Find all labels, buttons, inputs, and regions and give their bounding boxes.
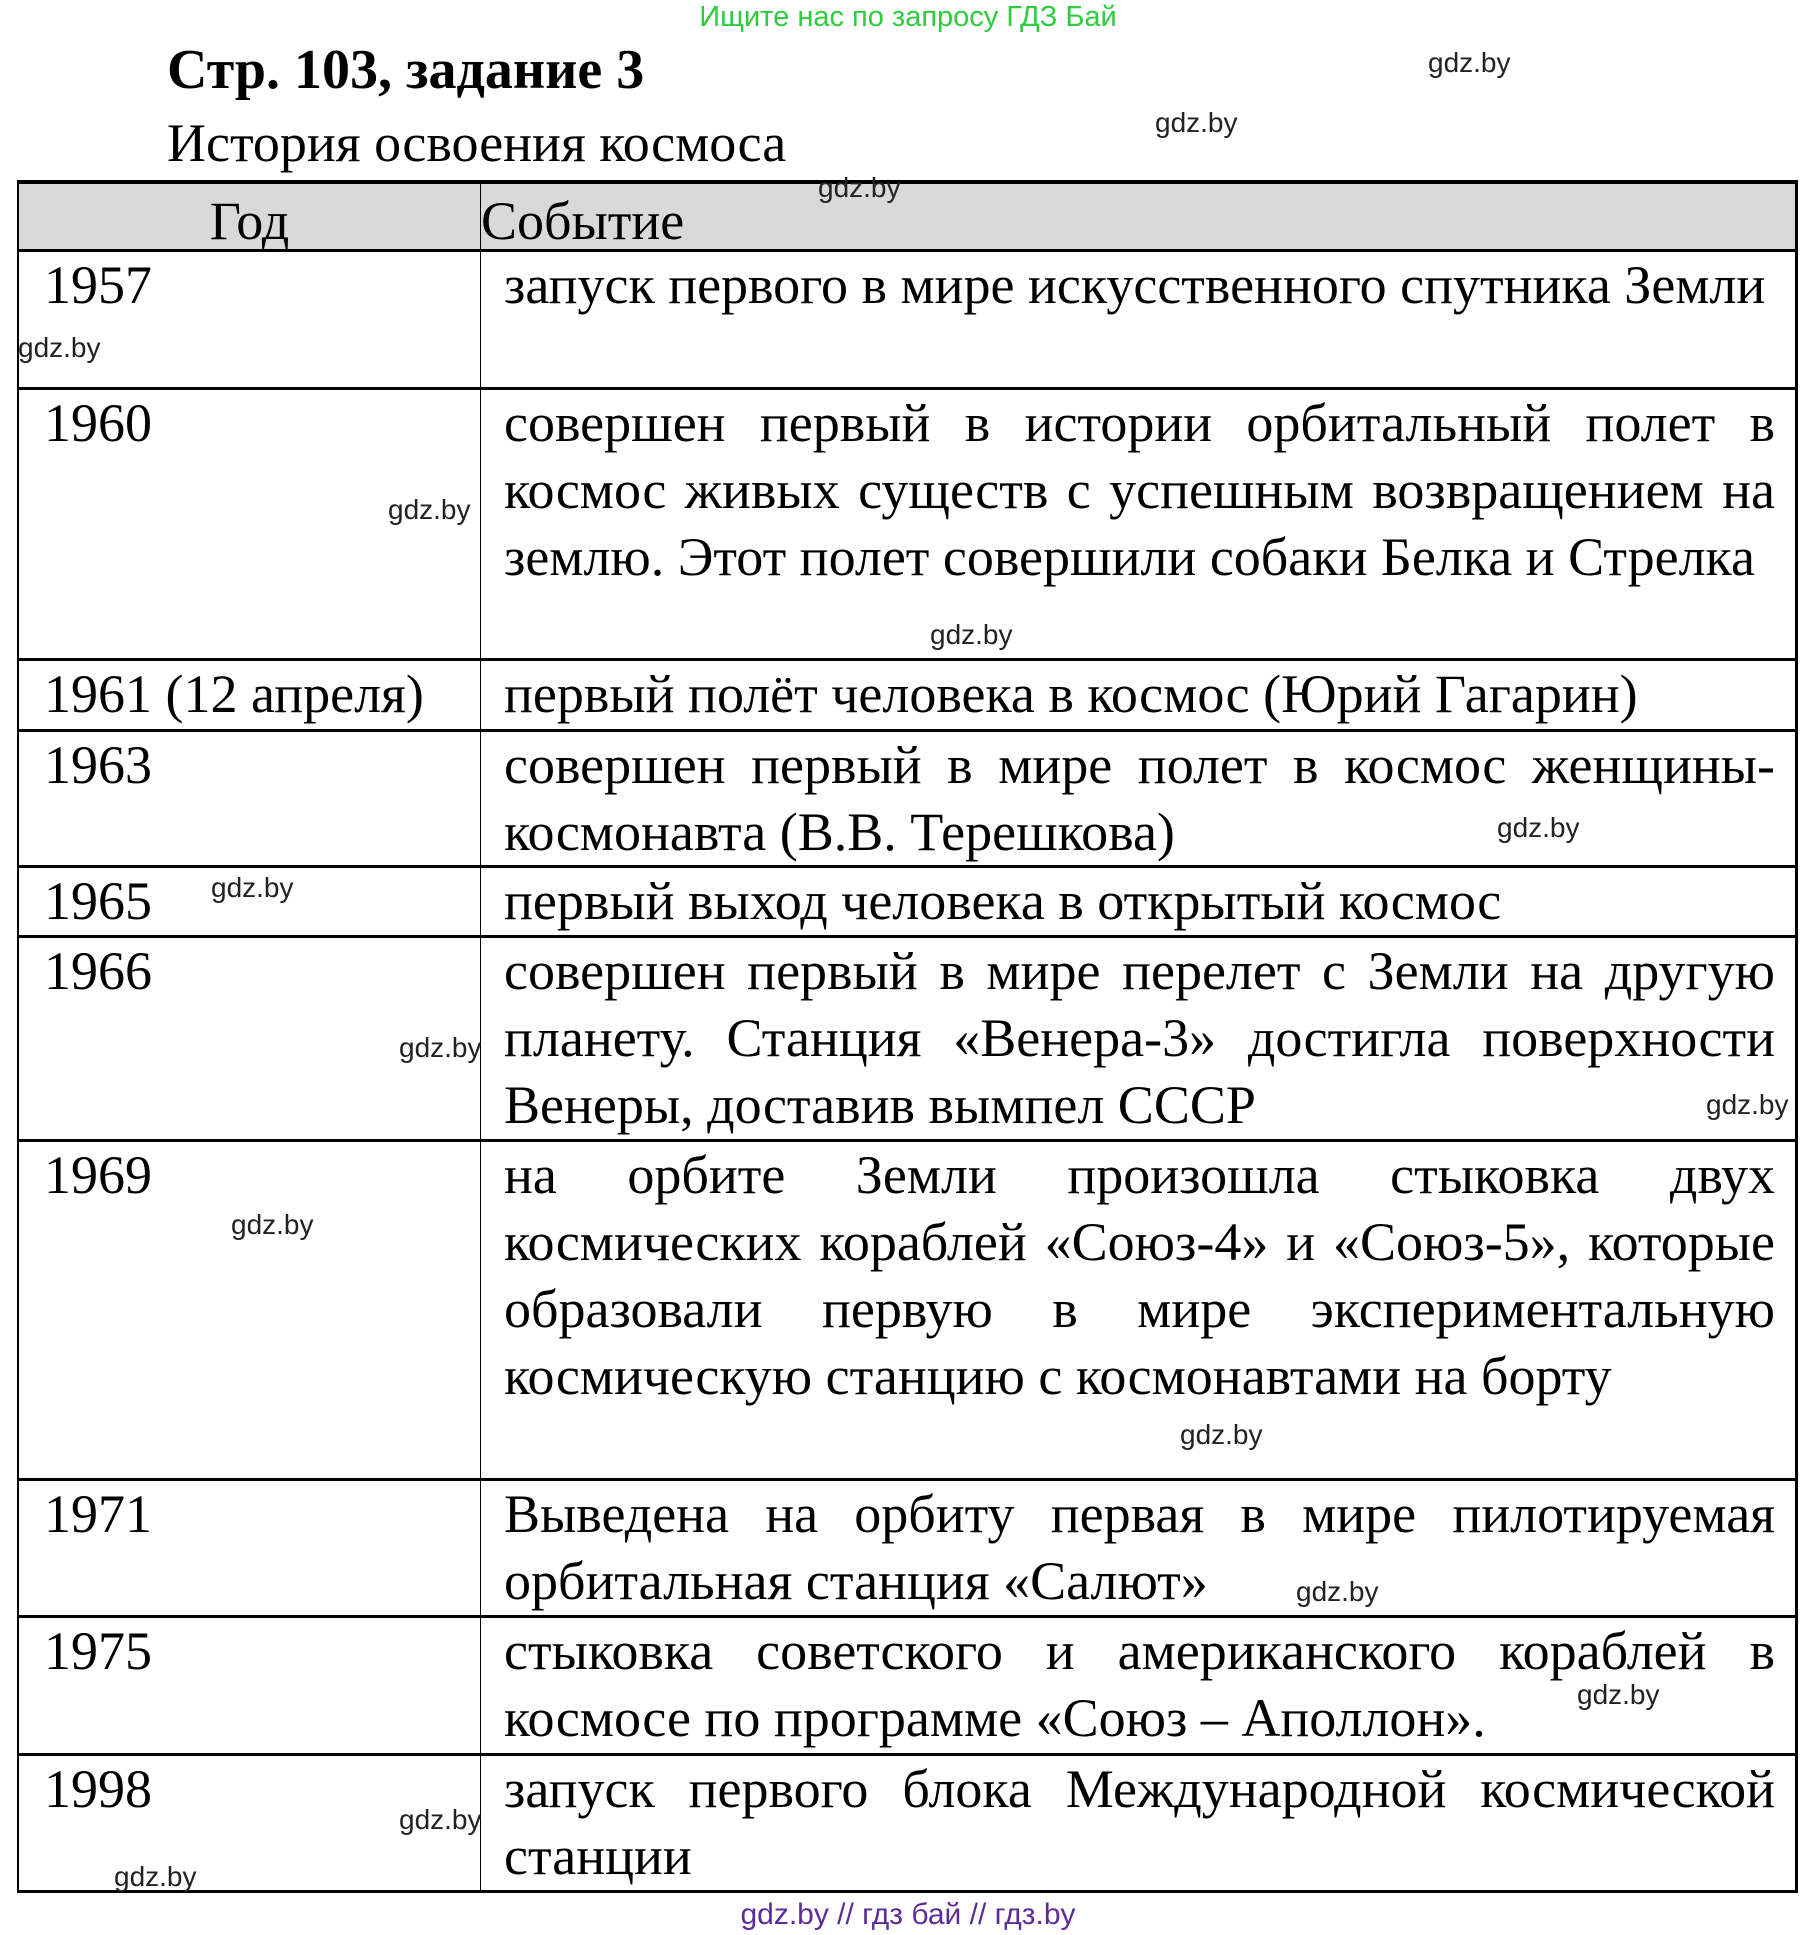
table-row: 1998 запуск первого блока Международной к… [19,1756,1795,1893]
table-row: 1960 совершен первый в истории орбитальны… [19,390,1795,661]
table-row: 1957 запуск первого в мире искусственного… [19,252,1795,390]
header-event: Событие [481,191,685,251]
watermark: gdz.by [1706,1089,1789,1120]
watermark: gdz.by [1497,812,1580,843]
year-cell: 1960 [19,390,481,658]
event-cell: совершен первый в мире перелет с Земли н… [504,941,1775,1135]
table-row: 1966 совершен первый в мире перелет с Зем… [19,938,1795,1142]
year-cell: 1961 (12 апреля) [19,661,481,729]
watermark: gdz.by [18,332,101,363]
watermark: gdz.by [818,172,901,203]
watermark: gdz.by [1577,1679,1660,1710]
watermark: gdz.by [211,872,294,903]
year-cell: 1971 [19,1481,481,1615]
table-row: 1971 Выведена на орбиту первая в мире пил… [19,1481,1795,1618]
event-cell: совершен первый в мире полет в космос же… [504,735,1775,862]
history-table: Год Событие 1957 запуск первого в мире ис… [17,180,1798,1893]
footer-watermark: gdz.by // гдз бай // гдз.by [740,1898,1076,1931]
table-row: 1969 на орбите Земли произошла стыковка д… [19,1142,1795,1481]
watermark: gdz.by [1428,47,1511,78]
event-cell: первый полёт человека в космос (Юрий Гаг… [504,664,1638,724]
watermark: gdz.by [388,494,471,525]
watermark: gdz.by [930,619,1013,650]
event-cell: на орбите Земли произошла стыковка двух … [504,1145,1775,1406]
page-title: Стр. 103, задание 3 [167,39,645,101]
year-cell: 1975 [19,1618,481,1753]
year-cell: 1998 [19,1756,481,1890]
table-row: 1961 (12 апреля) первый полёт человека в … [19,661,1795,732]
watermark: gdz.by [399,1804,482,1835]
table-row: 1975 стыковка советского и американского … [19,1618,1795,1756]
year-cell: 1969 [19,1142,481,1478]
event-cell: первый выход человека в открытый космос [504,871,1502,931]
year-cell: 1957 [19,252,481,387]
watermark: gdz.by [1296,1576,1379,1607]
page-subtitle: История освоения космоса [167,113,787,173]
year-cell: 1966 [19,938,481,1139]
event-cell: совершен первый в истории орбитальный по… [504,393,1775,587]
year-cell: 1963 [19,732,481,865]
search-banner: Ищите нас по запросу ГДЗ Бай [699,1,1117,33]
event-cell: Выведена на орбиту первая в мире пилотир… [504,1484,1775,1611]
header-year: Год [19,184,481,251]
event-cell: стыковка советского и американского кора… [504,1621,1775,1748]
year-cell: 1965 [19,868,481,935]
table-row: 1963 совершен первый в мире полет в космо… [19,732,1795,868]
watermark: gdz.by [114,1861,197,1892]
event-cell: запуск первого блока Международной косми… [504,1759,1775,1886]
watermark: gdz.by [399,1032,482,1063]
watermark: gdz.by [1155,107,1238,138]
table-header: Год Событие [19,184,1795,252]
table-row: 1965 первый выход человека в открытый кос… [19,868,1795,938]
watermark: gdz.by [1180,1419,1263,1450]
watermark: gdz.by [231,1209,314,1240]
event-cell: запуск первого в мире искусственного спу… [504,255,1766,315]
